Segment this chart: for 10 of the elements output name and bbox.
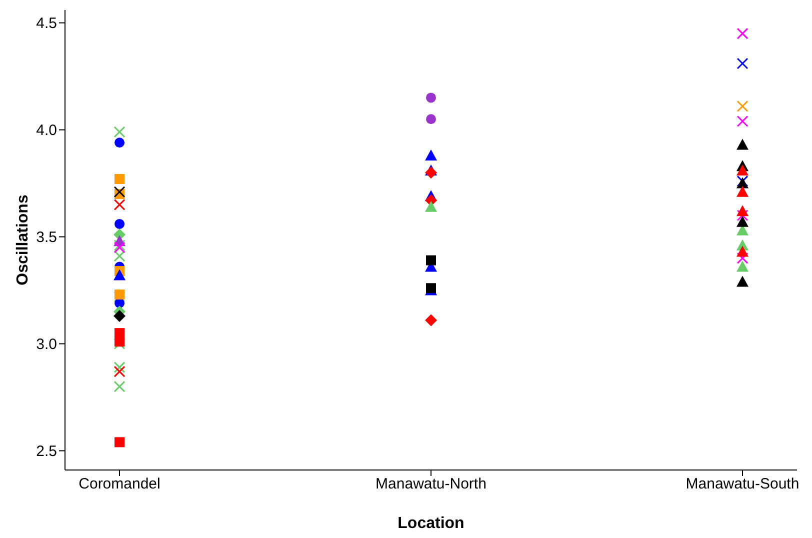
y-tick-label: 2.5 [36, 443, 57, 460]
y-tick-label: 3.5 [36, 229, 57, 246]
y-axis-title: Oscillations [14, 194, 32, 286]
y-tick-label: 3.0 [36, 336, 57, 354]
x-tick-label: Coromandel [78, 476, 160, 493]
x-tick-label: Manawatu-South [686, 476, 800, 493]
y-tick-label: 4.5 [36, 15, 57, 32]
x-axis-title: Location [398, 515, 464, 532]
y-tick-label: 4.0 [36, 122, 57, 140]
x-tick-label: Manawatu-North [376, 476, 486, 493]
